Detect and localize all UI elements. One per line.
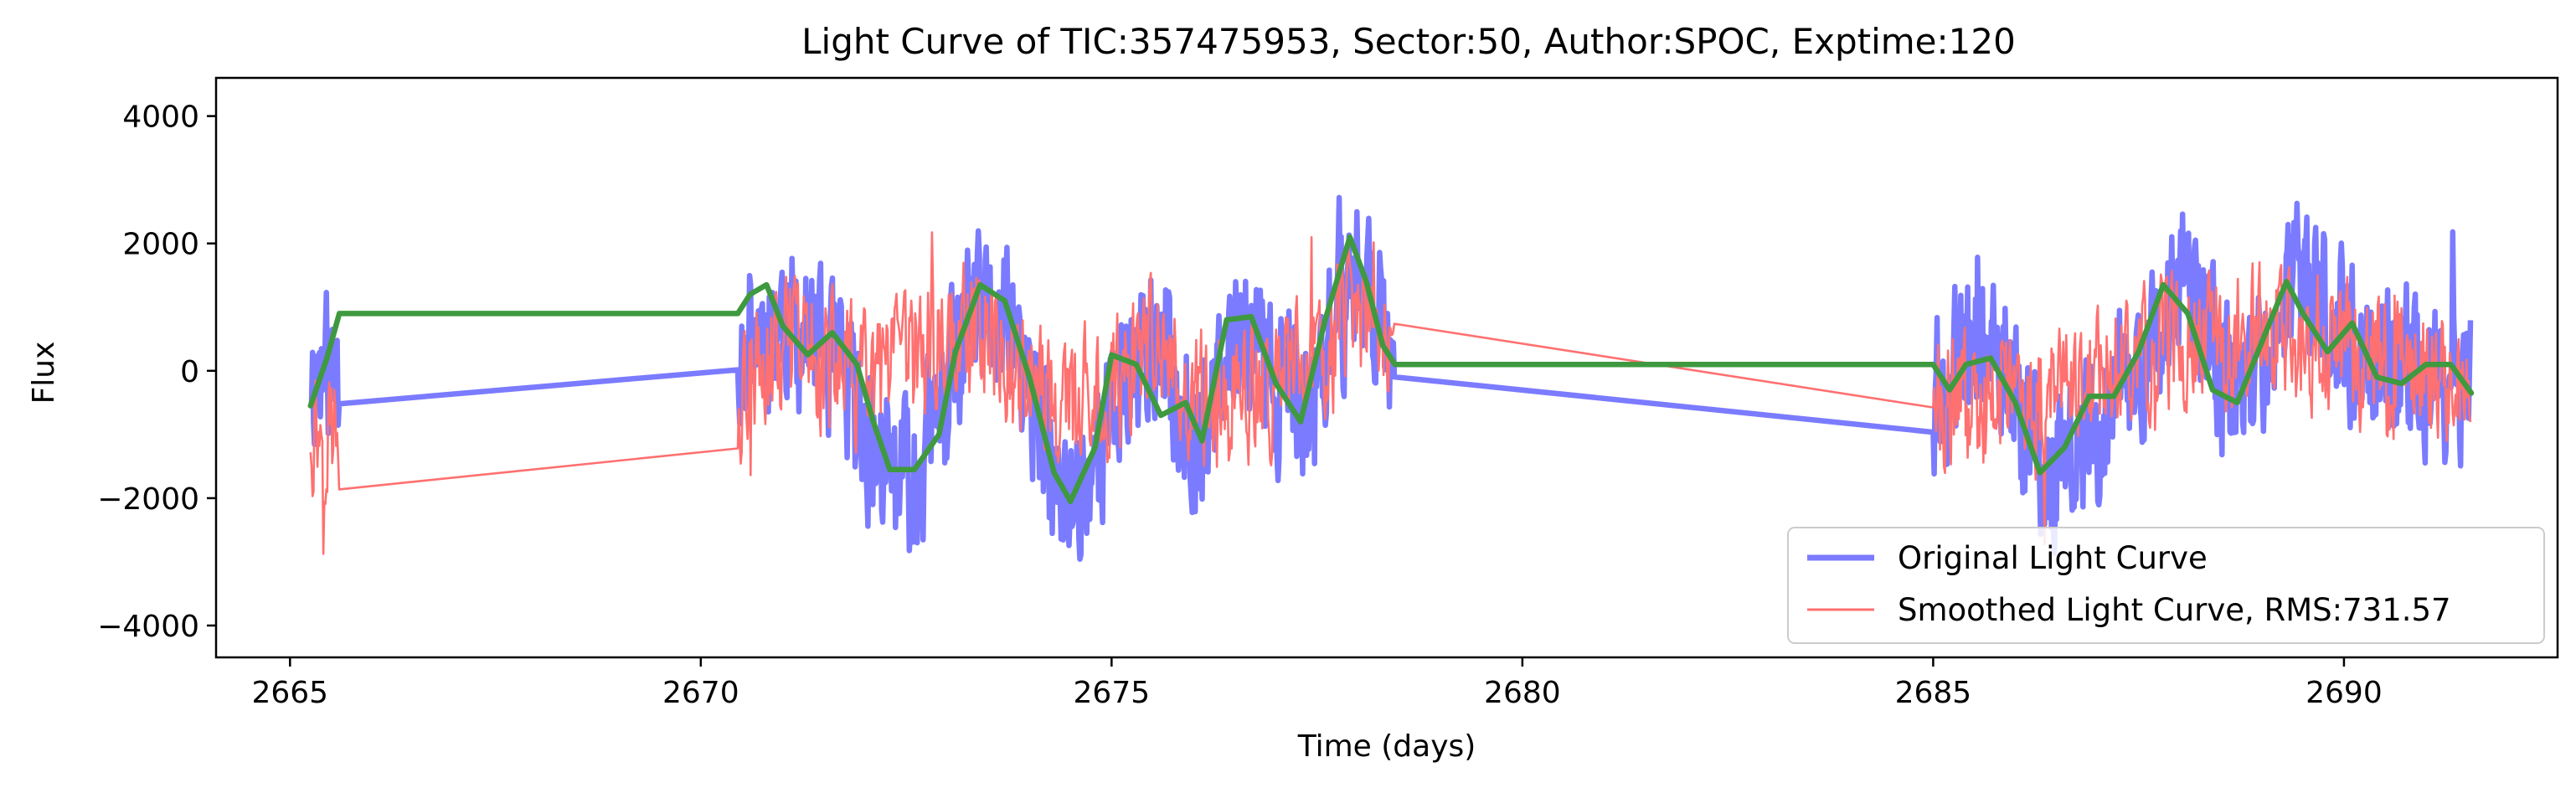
y-tick-label: 0 (180, 355, 199, 389)
legend-box (1787, 527, 2545, 644)
series-layer (307, 194, 2475, 562)
y-tick-label: 2000 (122, 228, 199, 262)
series-trend-line (307, 234, 2475, 504)
x-tick-label: 2690 (2306, 676, 2383, 710)
y-axis: −4000 −2000 0 2000 4000 (97, 100, 216, 644)
x-tick-label: 2680 (1484, 676, 1561, 710)
y-tick-label: 4000 (122, 100, 199, 135)
y-tick-label: −2000 (97, 482, 199, 517)
x-tick-label: 2665 (251, 676, 328, 710)
x-tick-label: 2675 (1074, 676, 1151, 710)
legend-label-original: Original Light Curve (1898, 540, 2208, 576)
x-tick-label: 2670 (662, 676, 739, 710)
legend: Original Light Curve Smoothed Light Curv… (1787, 527, 2545, 644)
plot-frame (214, 76, 2559, 659)
x-axis: 2665 2670 2675 2680 2685 2690 (251, 657, 2383, 710)
y-tick-label: −4000 (97, 610, 199, 644)
chart-title: Light Curve of TIC:357475953, Sector:50,… (801, 21, 2016, 62)
x-axis-label: Time (days) (1297, 729, 1476, 764)
y-axis-label: Flux (27, 342, 61, 404)
x-tick-label: 2685 (1895, 676, 1972, 710)
legend-label-smoothed: Smoothed Light Curve, RMS:731.57 (1898, 592, 2451, 628)
